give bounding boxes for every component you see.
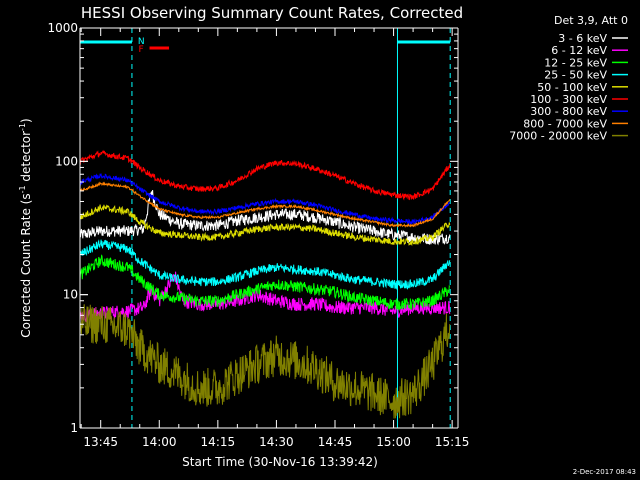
y-axis-label-main: Corrected Count Rate (s — [19, 193, 33, 337]
flare-label: F — [139, 45, 144, 55]
legend-label: 25 - 50 keV — [544, 69, 607, 82]
x-tick-label: 14:00 — [142, 435, 177, 449]
series-line-3 — [80, 239, 451, 290]
x-tick-label: 14:30 — [259, 435, 294, 449]
series-line-1 — [80, 271, 451, 323]
legend-label: 100 - 300 keV — [530, 93, 607, 106]
chart-title: HESSI Observing Summary Count Rates, Cor… — [81, 4, 463, 22]
night-label: N — [138, 37, 145, 47]
x-axis-label: Start Time (30-Nov-16 13:39:42) — [182, 455, 378, 469]
y-tick-label: 1 — [70, 421, 78, 435]
series-line-4 — [80, 204, 451, 247]
x-tick-label: 14:45 — [318, 435, 353, 449]
series-line-7 — [80, 181, 451, 228]
y-axis-label: Corrected Count Rate (s-1 detector-1) — [18, 118, 33, 337]
legend-label: 12 - 25 keV — [544, 56, 607, 69]
x-tick-label: 15:15 — [435, 435, 470, 449]
y-axis-label-end: ) — [19, 118, 33, 123]
y-axis-label-sup1: -1 — [18, 185, 27, 193]
legend-label: 50 - 100 keV — [537, 81, 607, 94]
series-line-0 — [80, 189, 451, 246]
y-tick-label: 10 — [63, 288, 78, 302]
timestamp: 2-Dec-2017 08:43 — [573, 468, 636, 476]
x-tick-label: 15:00 — [376, 435, 411, 449]
svg-text:Corrected Count Rate (s-1 dete: Corrected Count Rate (s-1 detector-1) — [18, 118, 33, 337]
legend-label: 300 - 800 keV — [530, 105, 607, 118]
series-line-8 — [80, 304, 451, 419]
series-line-2 — [80, 254, 451, 311]
series-line-6 — [80, 173, 451, 226]
y-axis-label-sup2: -1 — [18, 123, 27, 131]
x-tick-label: 13:45 — [83, 435, 118, 449]
series-line-5 — [80, 149, 451, 201]
y-axis-label-mid: detector — [19, 131, 33, 186]
x-tick-label: 14:15 — [201, 435, 236, 449]
legend-label: 6 - 12 keV — [551, 44, 607, 57]
legend-label: 7000 - 20000 keV — [509, 130, 607, 143]
plot-clip-group: NF — [80, 28, 451, 428]
legend-label: 800 - 7000 keV — [523, 117, 607, 130]
legend-header: Det 3,9, Att 0 — [554, 14, 628, 27]
legend-label: 3 - 6 keV — [558, 32, 607, 45]
y-tick-label: 100 — [55, 154, 78, 168]
y-tick-label: 1000 — [47, 21, 78, 35]
